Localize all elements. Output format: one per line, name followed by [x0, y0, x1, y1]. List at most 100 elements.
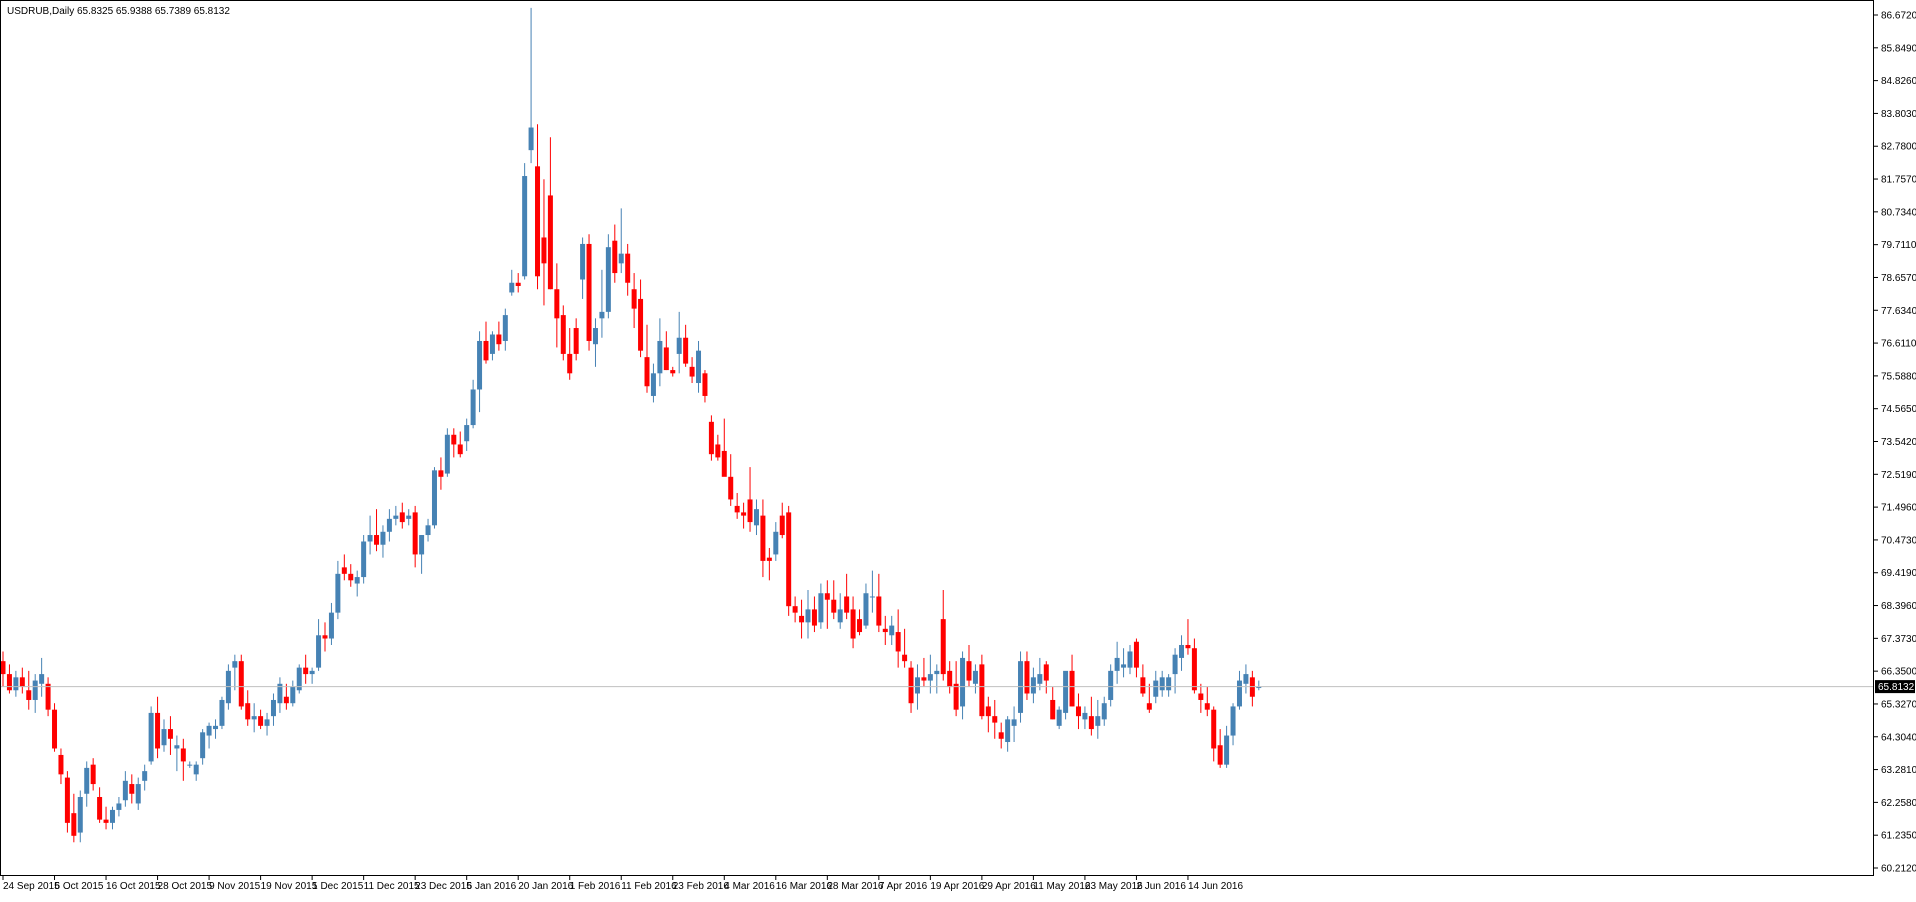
- candle-body: [341, 567, 347, 574]
- candle: [90, 758, 96, 791]
- candle-body: [238, 661, 244, 707]
- candle-body: [676, 337, 682, 354]
- candle-body: [45, 683, 51, 710]
- candle-body: [792, 606, 798, 613]
- candle-body: [857, 619, 863, 633]
- candle-body: [1185, 644, 1191, 649]
- candle-body: [1063, 670, 1069, 713]
- candle-body: [979, 664, 985, 717]
- candle-body: [290, 687, 296, 704]
- candle-body: [779, 515, 785, 536]
- candle-body: [914, 677, 920, 694]
- candle: [831, 580, 837, 620]
- price-axis: 86.6720 85.8490 84.8260 83.8030 82.7800 81.75…: [1874, 11, 1916, 875]
- candle: [470, 379, 476, 429]
- y-tick-label: 68.3960: [1881, 601, 1916, 612]
- candle-body: [328, 612, 334, 639]
- x-tick-label: 29 Apr 2016: [982, 881, 1036, 892]
- candle-body: [0, 661, 6, 675]
- candle: [734, 492, 740, 519]
- candle: [251, 703, 257, 733]
- candle-body: [599, 311, 605, 319]
- candle-body: [283, 696, 289, 704]
- candle: [444, 428, 450, 477]
- x-tick-label: 9 Nov 2015: [209, 881, 261, 892]
- y-tick-label: 81.7570: [1881, 175, 1916, 186]
- candle: [625, 243, 631, 296]
- y-tick-label: 70.4730: [1881, 535, 1916, 546]
- candle-body: [1198, 693, 1204, 700]
- candle-body: [1217, 745, 1223, 765]
- candle-body: [1191, 648, 1197, 691]
- candle: [167, 716, 173, 755]
- candle: [245, 690, 251, 726]
- candle-body: [1095, 716, 1101, 726]
- candle: [663, 331, 669, 371]
- candle-body: [109, 809, 115, 823]
- candle: [180, 738, 186, 781]
- candle: [1030, 667, 1036, 704]
- candle: [348, 564, 354, 587]
- candle: [322, 622, 328, 652]
- candle: [1243, 664, 1249, 694]
- x-tick-label: 23 May 2016: [1085, 881, 1143, 892]
- y-tick-label: 78.6570: [1881, 273, 1916, 284]
- candle-body: [895, 632, 901, 652]
- y-tick-label: 79.7110: [1881, 240, 1916, 251]
- candle-body: [1146, 703, 1152, 710]
- candle: [1121, 648, 1127, 678]
- x-tick-label: 11 Feb 2016: [621, 881, 677, 892]
- candle-body: [1204, 703, 1210, 710]
- candle-body: [135, 784, 141, 804]
- candle-body: [348, 573, 354, 581]
- candle-body: [940, 619, 946, 675]
- candle-body: [908, 667, 914, 704]
- candle-body: [876, 596, 882, 626]
- candle: [992, 699, 998, 739]
- candle: [457, 431, 463, 458]
- candle-body: [457, 444, 463, 455]
- candle: [902, 628, 908, 668]
- candle: [541, 179, 547, 306]
- candle-body: [573, 328, 579, 354]
- candle: [599, 269, 605, 338]
- candle: [715, 434, 721, 461]
- y-tick-label: 69.4190: [1881, 568, 1916, 579]
- candle-body: [650, 373, 656, 396]
- candle-body: [258, 716, 264, 726]
- candle: [6, 664, 12, 694]
- candle: [277, 677, 283, 713]
- y-tick-label: 84.8260: [1881, 76, 1916, 87]
- y-tick-label: 85.8490: [1881, 43, 1916, 54]
- candle-body: [1114, 657, 1120, 671]
- candle: [1146, 683, 1152, 713]
- candle-body: [200, 732, 206, 759]
- candle-body: [728, 476, 734, 500]
- candle-body: [1140, 677, 1146, 694]
- candle-body: [696, 350, 702, 384]
- candle-body: [625, 253, 631, 283]
- candle: [953, 661, 959, 717]
- candle-body: [631, 289, 637, 309]
- candle: [109, 806, 115, 830]
- candle: [573, 318, 579, 361]
- candle: [766, 547, 772, 581]
- candle-body: [509, 282, 515, 293]
- candle: [219, 696, 225, 730]
- candle-body: [535, 166, 541, 277]
- candle-body: [689, 366, 695, 377]
- candle: [290, 680, 296, 707]
- candle-body: [560, 315, 566, 354]
- candle-body: [811, 609, 817, 626]
- candle-body: [515, 282, 521, 286]
- candle-body: [496, 334, 502, 345]
- candle: [586, 234, 592, 351]
- ohlc-readout: 65.8325 65.9388 65.7389 65.8132: [77, 6, 230, 17]
- candle-body: [193, 764, 199, 775]
- candle-body: [148, 712, 154, 762]
- candle: [174, 735, 180, 772]
- candle-body: [232, 661, 238, 668]
- candle-body: [766, 557, 772, 561]
- candle: [19, 667, 25, 694]
- candle: [799, 599, 805, 639]
